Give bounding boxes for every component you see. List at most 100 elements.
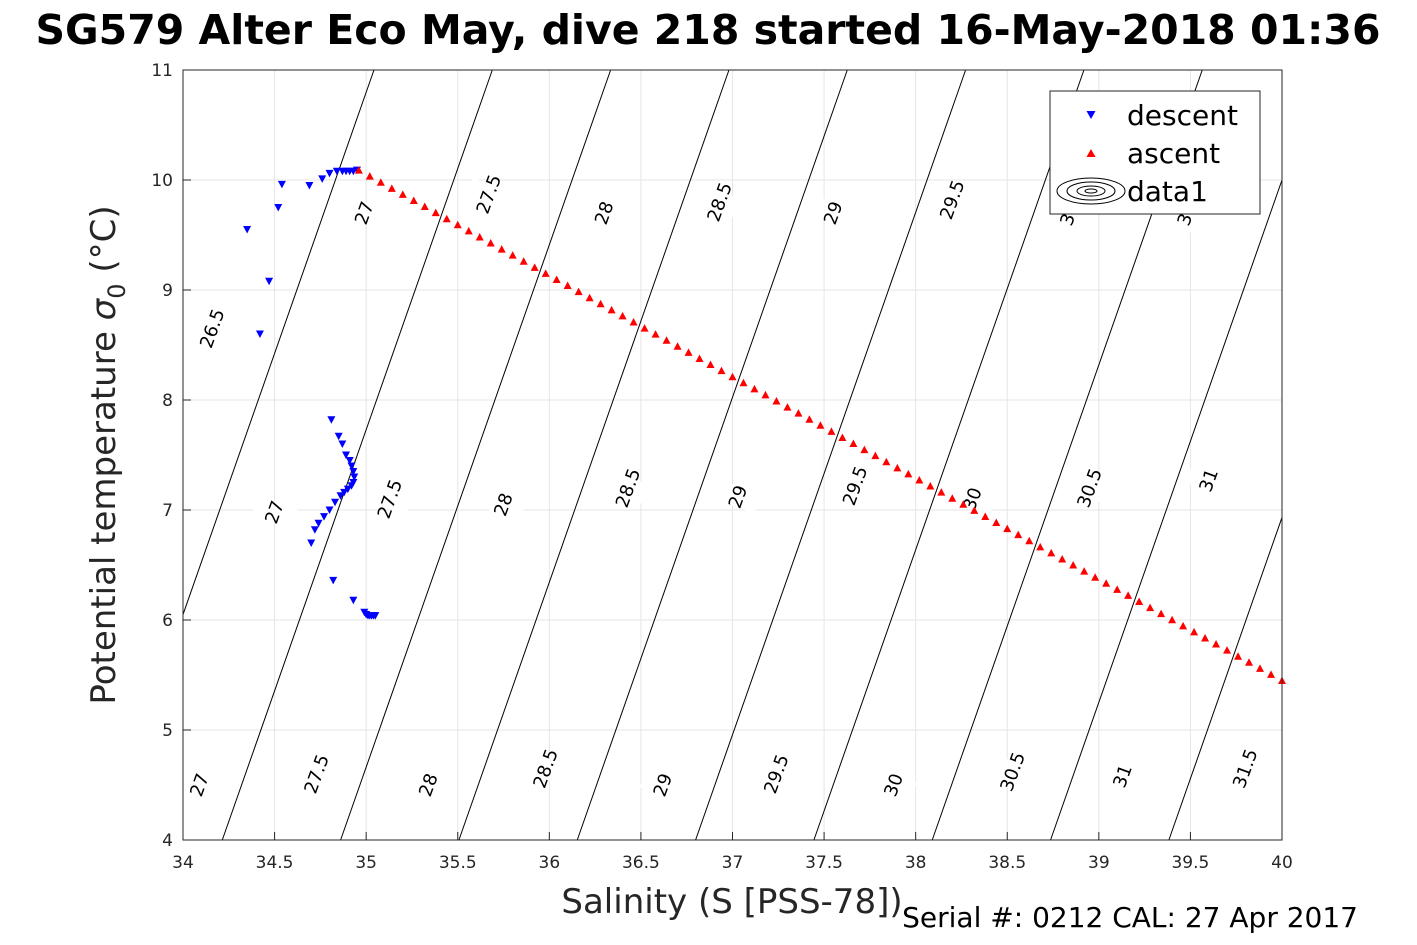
y-tick-label: 7: [162, 501, 173, 521]
isopycnal-line: [813, 69, 1085, 841]
ascent-point: [486, 239, 495, 247]
ascent-point: [695, 354, 704, 362]
legend-ascent-marker: [1086, 149, 1096, 157]
x-tick-label: 34: [172, 853, 194, 873]
descent-series: [243, 166, 380, 620]
ascent-point: [1267, 670, 1276, 678]
ascent-point: [1124, 591, 1133, 599]
ascent-point: [1003, 524, 1012, 533]
contour-label-bg: [832, 469, 879, 503]
ascent-point: [772, 396, 781, 405]
x-tick-label: 34.5: [256, 853, 294, 873]
ascent-point: [915, 475, 924, 484]
ascent-point: [761, 390, 770, 399]
descent-point: [332, 167, 341, 176]
y-tick-label: 11: [151, 61, 173, 81]
descent-point: [327, 416, 336, 424]
ascent-point: [453, 220, 462, 229]
x-tick-label: 37: [722, 853, 744, 873]
descent-point: [314, 519, 323, 528]
ascent-point: [926, 482, 935, 490]
descent-point: [349, 468, 358, 476]
x-tick-label: 40: [1271, 853, 1293, 873]
ascent-point: [552, 275, 561, 283]
x-tick-label: 39: [1088, 853, 1110, 873]
contour-label-bg: [366, 482, 414, 516]
y-tick-label: 6: [162, 611, 173, 631]
x-tick-label: 36: [539, 853, 561, 873]
contour-label-bg: [581, 196, 628, 230]
ascent-point: [871, 451, 880, 460]
ascent-point: [1146, 603, 1155, 612]
contour-label-bg: [989, 755, 1036, 789]
descent-point: [320, 513, 329, 521]
ascent-point: [728, 372, 737, 381]
ascent-point: [629, 318, 638, 326]
legend-data1-label: data1: [1127, 175, 1208, 208]
ascent-point: [1014, 530, 1023, 539]
ascent-point: [1234, 652, 1243, 660]
ascent-point: [717, 366, 726, 375]
ascent-point: [1113, 585, 1122, 593]
ascent-point: [904, 469, 913, 478]
y-tick-label: 8: [162, 391, 173, 411]
ascent-point: [992, 518, 1001, 527]
isopycnal-line: [576, 69, 848, 841]
legend-descent-label: descent: [1127, 99, 1238, 132]
descent-point: [371, 612, 380, 620]
ascent-point: [519, 257, 528, 265]
contour-label-bg: [1185, 463, 1232, 497]
y-axis-label-sigma: σ: [84, 297, 124, 320]
ascent-point: [1245, 658, 1254, 666]
contour-label-bg: [189, 311, 236, 346]
contour-label-bg: [1066, 471, 1113, 505]
contour-label-bg: [696, 185, 743, 219]
ascent-point: [1036, 542, 1045, 551]
x-tick-label: 39.5: [1171, 853, 1209, 873]
ascent-point: [849, 439, 858, 448]
ascent-point: [651, 330, 660, 338]
x-tick-label: 38.5: [988, 853, 1026, 873]
ascent-point: [948, 494, 957, 502]
ascent-point: [1102, 579, 1111, 587]
ascent-point: [508, 251, 517, 259]
contour-label-bg: [480, 487, 527, 522]
ascent-point: [420, 202, 429, 211]
y-tick-label: 9: [162, 281, 173, 301]
contour-label-bg: [293, 757, 340, 791]
y-tick-label: 5: [162, 721, 173, 741]
contour-label-bg: [870, 768, 917, 802]
descent-point: [342, 451, 351, 459]
y-axis-label: Potential temperature σ0 (°C): [84, 205, 131, 704]
ascent-point: [464, 226, 473, 235]
ascent-point: [1058, 554, 1067, 563]
descent-point: [318, 175, 327, 183]
ascent-point: [981, 512, 990, 520]
ascent-point: [882, 457, 891, 466]
ascent-point: [585, 293, 594, 302]
y-axis-label-unit: (°C): [84, 205, 124, 283]
contour-label-bg: [522, 751, 569, 786]
ascent-point: [937, 488, 946, 496]
y-axis-label-subscript: 0: [103, 283, 131, 298]
ascent-point: [959, 500, 968, 508]
ascent-point: [354, 166, 363, 174]
descent-point: [336, 492, 345, 500]
descent-point: [347, 462, 356, 470]
ascent-point: [497, 245, 506, 253]
x-axis-label: Salinity (S [PSS-78]): [561, 882, 902, 922]
ascent-point: [1223, 646, 1232, 654]
serial-cal-text: Serial #: 0212 CAL: 27 Apr 2017: [902, 901, 1358, 934]
contour-label-bg: [251, 495, 298, 529]
ascent-point: [398, 190, 407, 198]
chart-title: SG579 Alter Eco May, dive 218 started 16…: [36, 6, 1381, 54]
ascent-point: [607, 305, 616, 314]
legend-descent-marker: [1086, 111, 1096, 119]
ascent-point: [1047, 548, 1056, 557]
descent-point: [274, 204, 283, 212]
ascent-point: [618, 311, 627, 320]
ascent-point: [673, 342, 682, 350]
descent-point: [277, 180, 286, 189]
ascent-point: [1135, 597, 1144, 606]
legend-ascent-label: ascent: [1127, 137, 1220, 170]
